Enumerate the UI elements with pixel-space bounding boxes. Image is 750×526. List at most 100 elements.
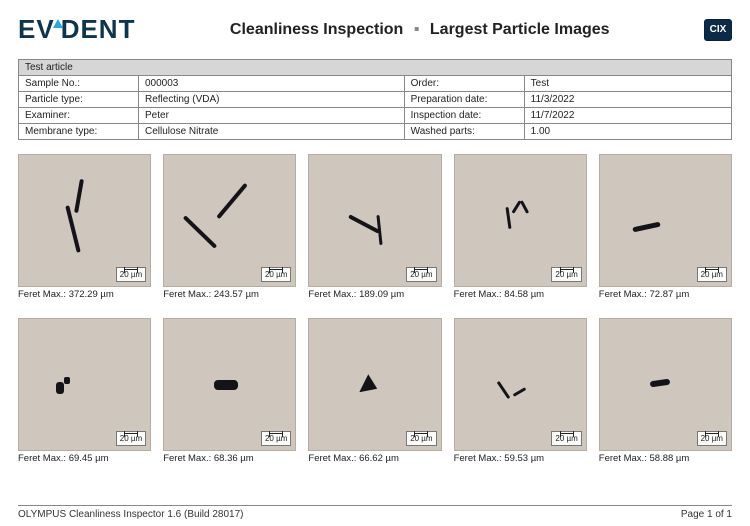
caption-prefix: Feret Max.: — [454, 453, 505, 464]
particle-caption: Feret Max.: 59.53 µm — [454, 453, 587, 464]
particle-shape — [496, 380, 510, 398]
particle-caption: Feret Max.: 189.09 µm — [308, 289, 441, 300]
particle-caption: Feret Max.: 72.87 µm — [599, 289, 732, 300]
meta-value: 11/7/2022 — [525, 108, 731, 123]
cix-label: CIX — [710, 24, 727, 35]
scale-bar-icon — [560, 269, 574, 270]
particle-image-grid: 20 µm Feret Max.: 372.29 µm 20 µm Feret … — [18, 154, 732, 464]
caption-prefix: Feret Max.: — [599, 453, 650, 464]
particle-thumbnail: 20 µm — [308, 318, 441, 451]
particle-shape — [649, 378, 670, 387]
scale-bar-icon — [269, 269, 283, 270]
scale-bar-icon — [414, 269, 428, 270]
particle-tile: 20 µm Feret Max.: 372.29 µm — [18, 154, 151, 300]
report-title: Cleanliness Inspection ▪ Largest Particl… — [155, 21, 684, 39]
scale-bar-icon — [124, 269, 138, 270]
scale-bar: 20 µm — [551, 267, 581, 282]
meta-key: Sample No.: — [19, 76, 139, 91]
meta-key: Examiner: — [19, 108, 139, 123]
scale-bar: 20 µm — [697, 431, 727, 446]
particle-caption: Feret Max.: 68.36 µm — [163, 453, 296, 464]
particle-tile: 20 µm Feret Max.: 68.36 µm — [163, 318, 296, 464]
particle-thumbnail: 20 µm — [454, 318, 587, 451]
caption-prefix: Feret Max.: — [599, 289, 650, 300]
caption-value: 66.62 µm — [359, 453, 399, 464]
particle-tile: 20 µm Feret Max.: 243.57 µm — [163, 154, 296, 300]
scale-bar: 20 µm — [261, 267, 291, 282]
particle-thumbnail: 20 µm — [18, 154, 151, 287]
particle-shape — [359, 374, 377, 392]
metadata-table: Test article Sample No.: 000003 Order: T… — [18, 59, 732, 140]
meta-key: Order: — [405, 76, 525, 91]
metadata-row: Sample No.: 000003 Order: Test — [19, 76, 731, 92]
particle-tile: 20 µm Feret Max.: 59.53 µm — [454, 318, 587, 464]
meta-value: Peter — [139, 108, 405, 123]
meta-key: Washed parts: — [405, 124, 525, 139]
particle-shape — [66, 205, 81, 253]
caption-value: 243.57 µm — [214, 289, 259, 300]
meta-value: 1.00 — [525, 124, 731, 139]
particle-shape — [506, 207, 512, 229]
report-header: EV DENT Cleanliness Inspection ▪ Largest… — [18, 14, 732, 45]
particle-thumbnail: 20 µm — [163, 154, 296, 287]
scale-bar-icon — [414, 433, 428, 434]
particle-caption: Feret Max.: 84.58 µm — [454, 289, 587, 300]
metadata-row: Particle type: Reflecting (VDA) Preparat… — [19, 92, 731, 108]
title-right: Largest Particle Images — [430, 21, 610, 38]
logo-text-part2: DENT — [61, 14, 136, 45]
particle-thumbnail: 20 µm — [454, 154, 587, 287]
particle-shape — [214, 380, 238, 390]
particle-thumbnail: 20 µm — [163, 318, 296, 451]
particle-shape — [512, 387, 526, 397]
caption-value: 58.88 µm — [649, 453, 689, 464]
cix-badge-icon: CIX — [704, 19, 732, 41]
particle-caption: Feret Max.: 66.62 µm — [308, 453, 441, 464]
particle-shape — [520, 200, 529, 214]
scale-bar: 20 µm — [406, 431, 436, 446]
caption-prefix: Feret Max.: — [163, 453, 214, 464]
metadata-row: Membrane type: Cellulose Nitrate Washed … — [19, 124, 731, 139]
metadata-row: Examiner: Peter Inspection date: 11/7/20… — [19, 108, 731, 124]
meta-value: Cellulose Nitrate — [139, 124, 405, 139]
scale-bar: 20 µm — [116, 267, 146, 282]
particle-thumbnail: 20 µm — [599, 154, 732, 287]
caption-prefix: Feret Max.: — [18, 453, 69, 464]
particle-shape — [64, 377, 70, 384]
logo-text-part1: EV — [18, 14, 55, 45]
meta-value: 11/3/2022 — [525, 92, 731, 107]
particle-tile: 20 µm Feret Max.: 84.58 µm — [454, 154, 587, 300]
scale-bar: 20 µm — [116, 431, 146, 446]
particle-shape — [348, 215, 380, 234]
scale-bar: 20 µm — [551, 431, 581, 446]
logo-triangle-icon — [53, 19, 63, 28]
caption-value: 72.87 µm — [649, 289, 689, 300]
report-footer: OLYMPUS Cleanliness Inspector 1.6 (Build… — [18, 505, 732, 520]
meta-key: Preparation date: — [405, 92, 525, 107]
particle-shape — [216, 182, 247, 218]
particle-caption: Feret Max.: 58.88 µm — [599, 453, 732, 464]
scale-bar-icon — [705, 433, 719, 434]
particle-shape — [633, 221, 661, 232]
scale-bar-icon — [705, 269, 719, 270]
caption-prefix: Feret Max.: — [18, 289, 69, 300]
meta-key: Membrane type: — [19, 124, 139, 139]
caption-value: 84.58 µm — [504, 289, 544, 300]
particle-caption: Feret Max.: 243.57 µm — [163, 289, 296, 300]
meta-key: Particle type: — [19, 92, 139, 107]
evident-logo: EV DENT — [18, 14, 135, 45]
meta-value: Test — [525, 76, 731, 91]
particle-tile: 20 µm Feret Max.: 66.62 µm — [308, 318, 441, 464]
scale-bar-icon — [560, 433, 574, 434]
particle-tile: 20 µm Feret Max.: 69.45 µm — [18, 318, 151, 464]
caption-value: 189.09 µm — [359, 289, 404, 300]
caption-value: 68.36 µm — [214, 453, 254, 464]
footer-software-version: OLYMPUS Cleanliness Inspector 1.6 (Build… — [18, 509, 243, 520]
caption-value: 372.29 µm — [69, 289, 114, 300]
scale-bar-icon — [124, 433, 138, 434]
caption-prefix: Feret Max.: — [308, 453, 359, 464]
scale-bar: 20 µm — [261, 431, 291, 446]
scale-bar: 20 µm — [406, 267, 436, 282]
particle-shape — [183, 215, 217, 248]
particle-shape — [74, 179, 84, 213]
caption-prefix: Feret Max.: — [308, 289, 359, 300]
